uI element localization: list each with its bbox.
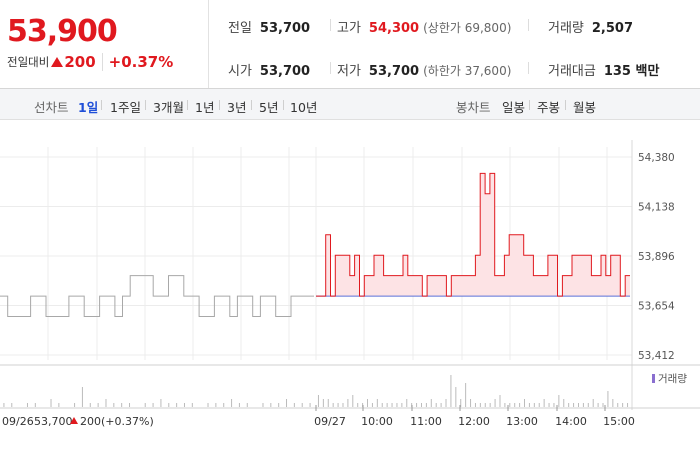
high-value: 54,300 — [368, 21, 420, 36]
prev-day-change: 200 — [80, 415, 101, 428]
y-tick-label: 53,896 — [638, 251, 675, 263]
change-label: 전일대비 — [7, 55, 50, 69]
high-label: 고가 — [337, 21, 361, 36]
period-3y-tab[interactable]: 3년 — [227, 100, 247, 115]
x-tick-label: 15:00 — [603, 415, 635, 428]
y-tick-label: 54,380 — [638, 152, 675, 164]
chart-toolbar: 선차트 1일 1주일 3개월 1년 3년 5년 10년 봉차트 일봉 주봉 월봉 — [0, 89, 700, 120]
daily-candle-tab[interactable]: 일봉 — [502, 100, 526, 115]
prev-day-date: 09/26 — [2, 415, 34, 428]
period-5y-tab[interactable]: 5년 — [259, 100, 279, 115]
amount-label: 거래대금 — [548, 64, 596, 79]
quote-header: 53,900 전일대비 200 +0.37% 전일 53,700 고가 54,300… — [0, 0, 700, 89]
open-stat: 시가 53,700 — [228, 60, 310, 79]
prev-day-change-pct: (+0.37%) — [101, 415, 154, 428]
price-summary: 53,900 전일대비 200 +0.37% — [0, 0, 209, 88]
x-tick-label: 12:00 — [458, 415, 490, 428]
x-tick-label: 13:00 — [506, 415, 538, 428]
toolbar-divider — [251, 100, 252, 110]
amount-value: 135 백만 — [603, 64, 660, 79]
today-area — [316, 173, 630, 297]
chart-lines — [0, 172, 630, 317]
volume-legend-swatch — [652, 374, 655, 383]
upper-limit: (상한가 69,800) — [423, 21, 512, 35]
y-tick-label: 53,654 — [638, 301, 675, 313]
stat-divider — [330, 19, 331, 31]
volume-bars — [3, 375, 629, 407]
y-tick-label: 53,412 — [638, 350, 675, 362]
period-1w-tab[interactable]: 1주일 — [110, 100, 141, 115]
price-chart[interactable]: 54,380 54,138 53,896 53,654 53,412 09/27 10:0… — [0, 120, 700, 450]
current-price: 53,900 — [7, 14, 118, 49]
volume-legend-label: 거래량 — [658, 373, 687, 385]
candle-chart-label: 봉차트 — [456, 100, 491, 115]
prev-day-close: 53,700 — [34, 415, 73, 428]
x-axis: 09/27 10:00 11:00 12:00 13:00 14:00 15:00 — [314, 405, 635, 428]
low-value: 53,700 — [368, 64, 420, 79]
stat-divider — [528, 62, 529, 74]
weekly-candle-tab[interactable]: 주봉 — [537, 100, 561, 115]
low-stat: 저가 53,700 (하한가 37,600) — [337, 60, 511, 79]
today-line — [316, 172, 630, 297]
period-1y-tab[interactable]: 1년 — [195, 100, 215, 115]
change-percent: +0.37% — [101, 53, 173, 71]
y-axis: 54,380 54,138 53,896 53,654 53,412 — [638, 152, 675, 362]
x-tick-label: 10:00 — [361, 415, 393, 428]
change-value: 200 — [64, 53, 96, 71]
period-3m-tab[interactable]: 3개월 — [153, 100, 184, 115]
stat-divider — [330, 62, 331, 74]
volume-value: 2,507 — [591, 21, 634, 36]
open-label: 시가 — [228, 64, 252, 79]
volume-legend: 거래량 — [652, 373, 687, 385]
x-tick-label: 09/27 — [314, 415, 346, 428]
stat-divider — [528, 19, 529, 31]
prev-day-line — [0, 275, 314, 317]
volume-stat: 거래량 2,507 — [548, 17, 633, 36]
monthly-candle-tab[interactable]: 월봉 — [573, 100, 597, 115]
amount-stat: 거래대금 135 백만 — [548, 60, 659, 79]
prev-day-info: 09/26 53,700 200 (+0.37%) — [2, 415, 154, 428]
toolbar-divider — [219, 100, 220, 110]
toolbar-divider — [565, 100, 566, 110]
x-tick-label: 11:00 — [410, 415, 442, 428]
y-tick-label: 54,138 — [638, 202, 675, 214]
prev-close-stat: 전일 53,700 — [228, 17, 310, 36]
up-triangle-icon — [70, 417, 78, 424]
toolbar-divider — [145, 100, 146, 110]
period-1d-tab[interactable]: 1일 — [78, 100, 99, 115]
up-triangle-icon — [51, 57, 64, 67]
toolbar-divider — [187, 100, 188, 110]
x-tick-label: 14:00 — [555, 415, 587, 428]
lower-limit: (하한가 37,600) — [423, 64, 512, 78]
change-row: 전일대비 200 +0.37% — [7, 53, 173, 71]
high-stat: 고가 54,300 (상한가 69,800) — [337, 17, 511, 36]
line-chart-label: 선차트 — [34, 100, 69, 115]
chart-grid — [0, 140, 700, 410]
toolbar-divider — [283, 100, 284, 110]
toolbar-divider — [529, 100, 530, 110]
volume-label: 거래량 — [548, 21, 584, 36]
prev-close-value: 53,700 — [259, 21, 311, 36]
low-label: 저가 — [337, 64, 361, 79]
prev-close-label: 전일 — [228, 21, 252, 36]
period-10y-tab[interactable]: 10년 — [290, 100, 318, 115]
chart-fill — [316, 173, 630, 297]
open-value: 53,700 — [259, 64, 311, 79]
toolbar-divider — [101, 100, 102, 110]
